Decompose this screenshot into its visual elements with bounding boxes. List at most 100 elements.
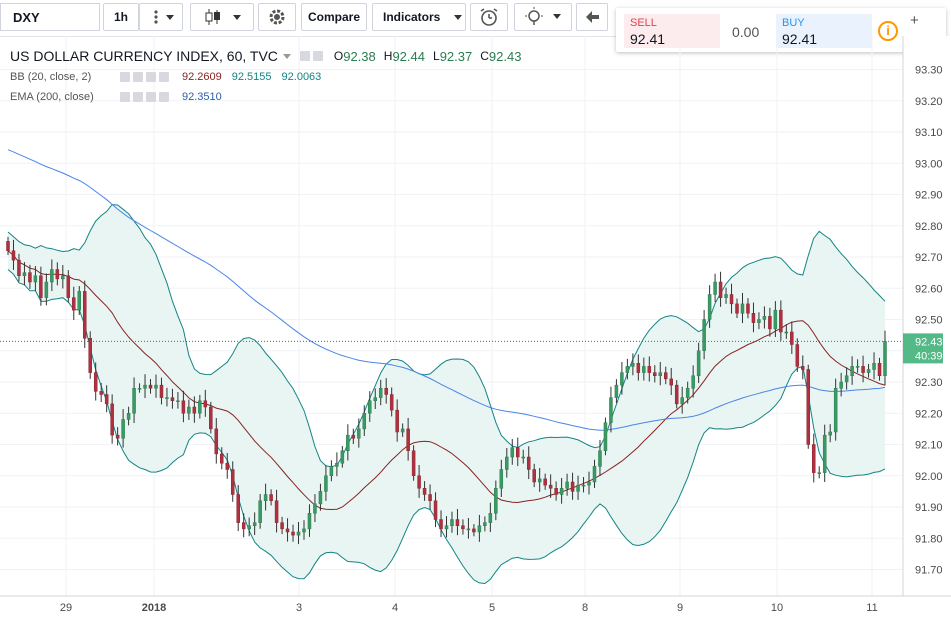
x-tick-label: 8 [582,602,588,614]
eye-icon[interactable] [299,51,310,61]
ema-value: 92.3510 [182,91,222,103]
candle [811,444,816,473]
eye-icon[interactable] [120,72,130,82]
candle [735,303,739,314]
undo-arrow-icon [586,11,599,23]
candle [620,372,624,386]
candle [351,434,356,439]
y-tick-label: 92.20 [915,408,943,420]
candle [587,481,591,486]
settings-icon[interactable] [312,51,323,61]
candle [521,456,525,459]
indicators-button[interactable]: Indicators [372,3,466,31]
candle [746,303,750,314]
buy-button[interactable]: BUY 92.41 [776,14,872,48]
candle [329,466,334,476]
sell-button[interactable]: SELL 92.41 [624,14,720,48]
candle [346,434,350,451]
x-tick-label: 9 [677,602,683,614]
settings-icon[interactable] [133,72,143,82]
buy-label: BUY [782,17,805,29]
candle [603,422,608,451]
chevron-down-icon[interactable] [282,51,292,61]
candle [433,500,438,520]
time-axis[interactable] [0,596,951,622]
symbol-search-input[interactable]: DXY [0,3,100,31]
compare-button[interactable]: Compare [301,3,367,31]
close-icon[interactable] [159,92,169,102]
settings-icon[interactable] [133,92,143,102]
candle [230,469,235,495]
trade-panel: SELL 92.41 0.00 BUY 92.41 i + − [616,8,946,52]
candle [707,294,712,320]
candle [263,494,268,501]
y-tick-label: 92.50 [915,315,943,327]
candle [258,500,262,523]
legend-h-value: 92.44 [392,48,425,64]
candle [22,272,27,276]
candle [39,275,43,298]
candle [855,366,860,368]
candle [17,259,21,276]
candle [241,522,246,530]
candle [614,384,619,398]
add-icon[interactable] [146,72,156,82]
candle [362,413,367,430]
interval-menu-button[interactable] [139,3,183,31]
legend-l-value: 92.37 [439,48,473,64]
candle [713,281,717,295]
undo-button[interactable] [576,3,608,31]
candle [872,363,876,370]
candle [850,366,854,376]
candle [877,363,882,376]
y-tick-label: 93.00 [915,158,943,170]
price-axis[interactable] [903,36,951,622]
eye-icon[interactable] [120,92,130,102]
candle [33,275,38,283]
plus-icon[interactable]: + [910,12,919,29]
candle [422,488,427,495]
candle [148,384,153,389]
candle [592,466,597,483]
candle [373,397,377,401]
info-icon[interactable]: i [878,21,898,41]
chart-area[interactable]: 93.30 93.20 93.10 93.00 92.90 92.80 92.70 92.60… [0,36,951,622]
candle [768,316,772,330]
candle [450,519,454,526]
candle [302,528,306,533]
candle [784,331,789,334]
candle [340,450,345,464]
candle [505,456,509,470]
candle [483,522,487,526]
candle [247,525,251,530]
x-tick-label: 11 [866,602,877,614]
candle [548,484,553,489]
candle [72,297,76,311]
candle [576,484,580,492]
candle [236,494,240,523]
ema-legend-label: EMA (200, close) [10,91,94,103]
candle [444,525,449,530]
last-price-label-bg [903,333,943,364]
candle [61,275,65,280]
add-icon[interactable] [146,92,156,102]
compare-label: Compare [307,10,360,24]
candle [609,397,613,423]
interval-button[interactable]: 1h [103,3,139,31]
candle [702,319,706,351]
chart-style-button[interactable] [190,3,254,31]
candle [82,291,87,339]
candle [729,294,734,305]
candle [537,478,542,483]
candle [55,269,60,280]
replay-button[interactable] [514,3,572,31]
chart-properties-button[interactable] [258,3,296,31]
alert-button[interactable] [470,3,508,31]
candle [636,363,641,373]
candle [516,447,520,458]
candle [110,403,114,436]
candle [844,375,849,383]
close-icon[interactable] [159,72,169,82]
candle [439,519,443,530]
candle [6,241,10,251]
